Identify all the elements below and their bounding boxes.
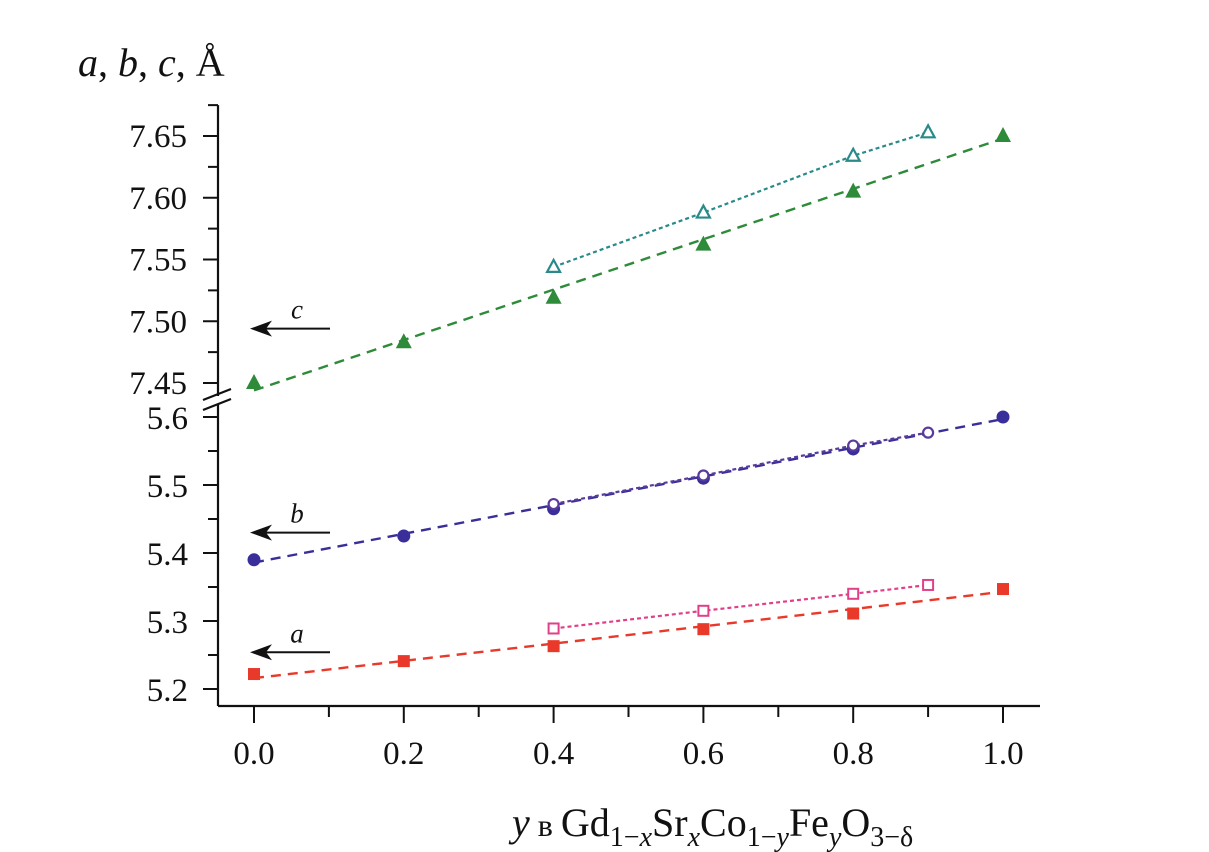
- x-label-formula-part: 1−: [747, 822, 777, 852]
- data-point-a: [547, 640, 560, 653]
- data-point-a: [697, 623, 710, 636]
- x-tick-label: 0.0: [233, 736, 274, 772]
- data-point-a: [547, 622, 560, 635]
- series-lines: [553, 131, 929, 630]
- x-label-formula-part: y: [826, 822, 842, 852]
- axes: 7.45 7.50 7.55 7.60 7.65 5.2 5.3 5.4 5.5 5.6 0.0 0.…: [129, 104, 1040, 772]
- annotation-arrow-c: c: [250, 295, 330, 337]
- y-label-b: b: [118, 40, 138, 85]
- annotations: c b a: [250, 295, 330, 661]
- data-point-a: [697, 604, 710, 617]
- series-line-c-open: [553, 131, 929, 268]
- x-label-formula-part: 3−δ: [870, 822, 913, 852]
- data-point-c: [995, 127, 1011, 142]
- series-line-a-open: [553, 583, 929, 630]
- x-label-formula-part: Co: [700, 800, 747, 845]
- x-label-formula-part: Gd: [561, 800, 610, 845]
- y-tick-label: 7.50: [129, 304, 187, 340]
- x-label-formula-part: O: [841, 800, 870, 845]
- data-point-a: [248, 668, 260, 681]
- x-label-formula-part: x: [639, 822, 653, 852]
- annotation-label: b: [290, 499, 304, 529]
- x-label-variable: y: [508, 800, 530, 845]
- x-tick-label: 0.6: [683, 736, 724, 772]
- series-line-b-open: [553, 431, 929, 506]
- data-point-b: [996, 410, 1010, 424]
- x-tick-label: 1.0: [982, 736, 1023, 772]
- data-point-b: [847, 439, 860, 452]
- x-tick-label: 0.2: [383, 736, 424, 772]
- data-point-c: [545, 288, 562, 304]
- y-tick-label: 7.45: [129, 366, 187, 402]
- data-point-c: [695, 203, 712, 219]
- data-point-a: [847, 607, 860, 620]
- data-point-c: [695, 235, 712, 251]
- data-point-a: [997, 583, 1009, 596]
- data-point-c: [246, 374, 262, 389]
- y-label-c: c: [158, 40, 176, 85]
- annotation-arrow-a: a: [250, 618, 330, 661]
- x-label-formula-part: y: [774, 822, 790, 852]
- data-point-b: [697, 469, 710, 482]
- data-point-a: [847, 587, 860, 600]
- y-tick-label: 5.2: [147, 673, 188, 709]
- y-tick-label: 7.65: [129, 119, 187, 155]
- data-point-b: [247, 553, 261, 567]
- y-axis-label: a, b, c, Å: [78, 40, 225, 85]
- fit-line-a: [253, 590, 1004, 680]
- data-point-c: [844, 146, 862, 162]
- x-axis-label: y в Gd1−xSrxCo1−yFeyO3−δ: [508, 800, 913, 852]
- y-label-sep-3: ,: [176, 40, 196, 85]
- y-tick-label: 5.4: [147, 537, 188, 573]
- x-label-formula-part: x: [687, 822, 701, 852]
- data-point-b: [397, 529, 411, 543]
- y-tick-label: 5.6: [147, 401, 188, 437]
- axis-break-mark: [202, 397, 232, 412]
- y-label-unit: Å: [196, 40, 225, 85]
- y-label-sep-2: ,: [138, 40, 158, 85]
- y-label-sep-1: ,: [98, 40, 118, 85]
- data-point-c: [919, 122, 937, 139]
- data-markers: [246, 122, 1011, 681]
- arrow-left-icon: [250, 524, 272, 541]
- data-point-b: [921, 426, 935, 439]
- x-label-formula-part: 1−: [610, 822, 640, 852]
- axis-break-mark: [202, 387, 232, 402]
- y-tick-label: 7.55: [129, 243, 187, 279]
- x-label-formula-part: Sr: [652, 800, 688, 845]
- fit-line-b: [253, 417, 1004, 564]
- annotation-arrow-b: b: [250, 499, 330, 541]
- data-point-c: [845, 182, 862, 198]
- y-tick-label: 5.5: [147, 469, 188, 505]
- annotation-label: c: [291, 295, 303, 325]
- arrow-left-icon: [250, 320, 272, 337]
- data-point-a: [397, 655, 410, 668]
- data-point-c: [395, 333, 412, 349]
- x-tick-label: 0.8: [833, 736, 874, 772]
- data-point-c: [545, 257, 562, 274]
- x-label-preposition: в: [530, 807, 561, 843]
- x-tick-label: 0.4: [533, 736, 574, 772]
- y-tick-label: 5.3: [147, 605, 188, 641]
- fit-line-c: [253, 137, 1004, 392]
- y-label-a: a: [78, 40, 98, 85]
- y-tick-label: 7.60: [129, 181, 187, 217]
- x-label-formula-part: Fe: [789, 800, 829, 845]
- data-point-a: [922, 578, 935, 591]
- arrow-left-icon: [250, 644, 272, 661]
- annotation-label: a: [290, 618, 304, 648]
- data-point-b: [547, 497, 560, 511]
- fit-lines: [253, 137, 1004, 680]
